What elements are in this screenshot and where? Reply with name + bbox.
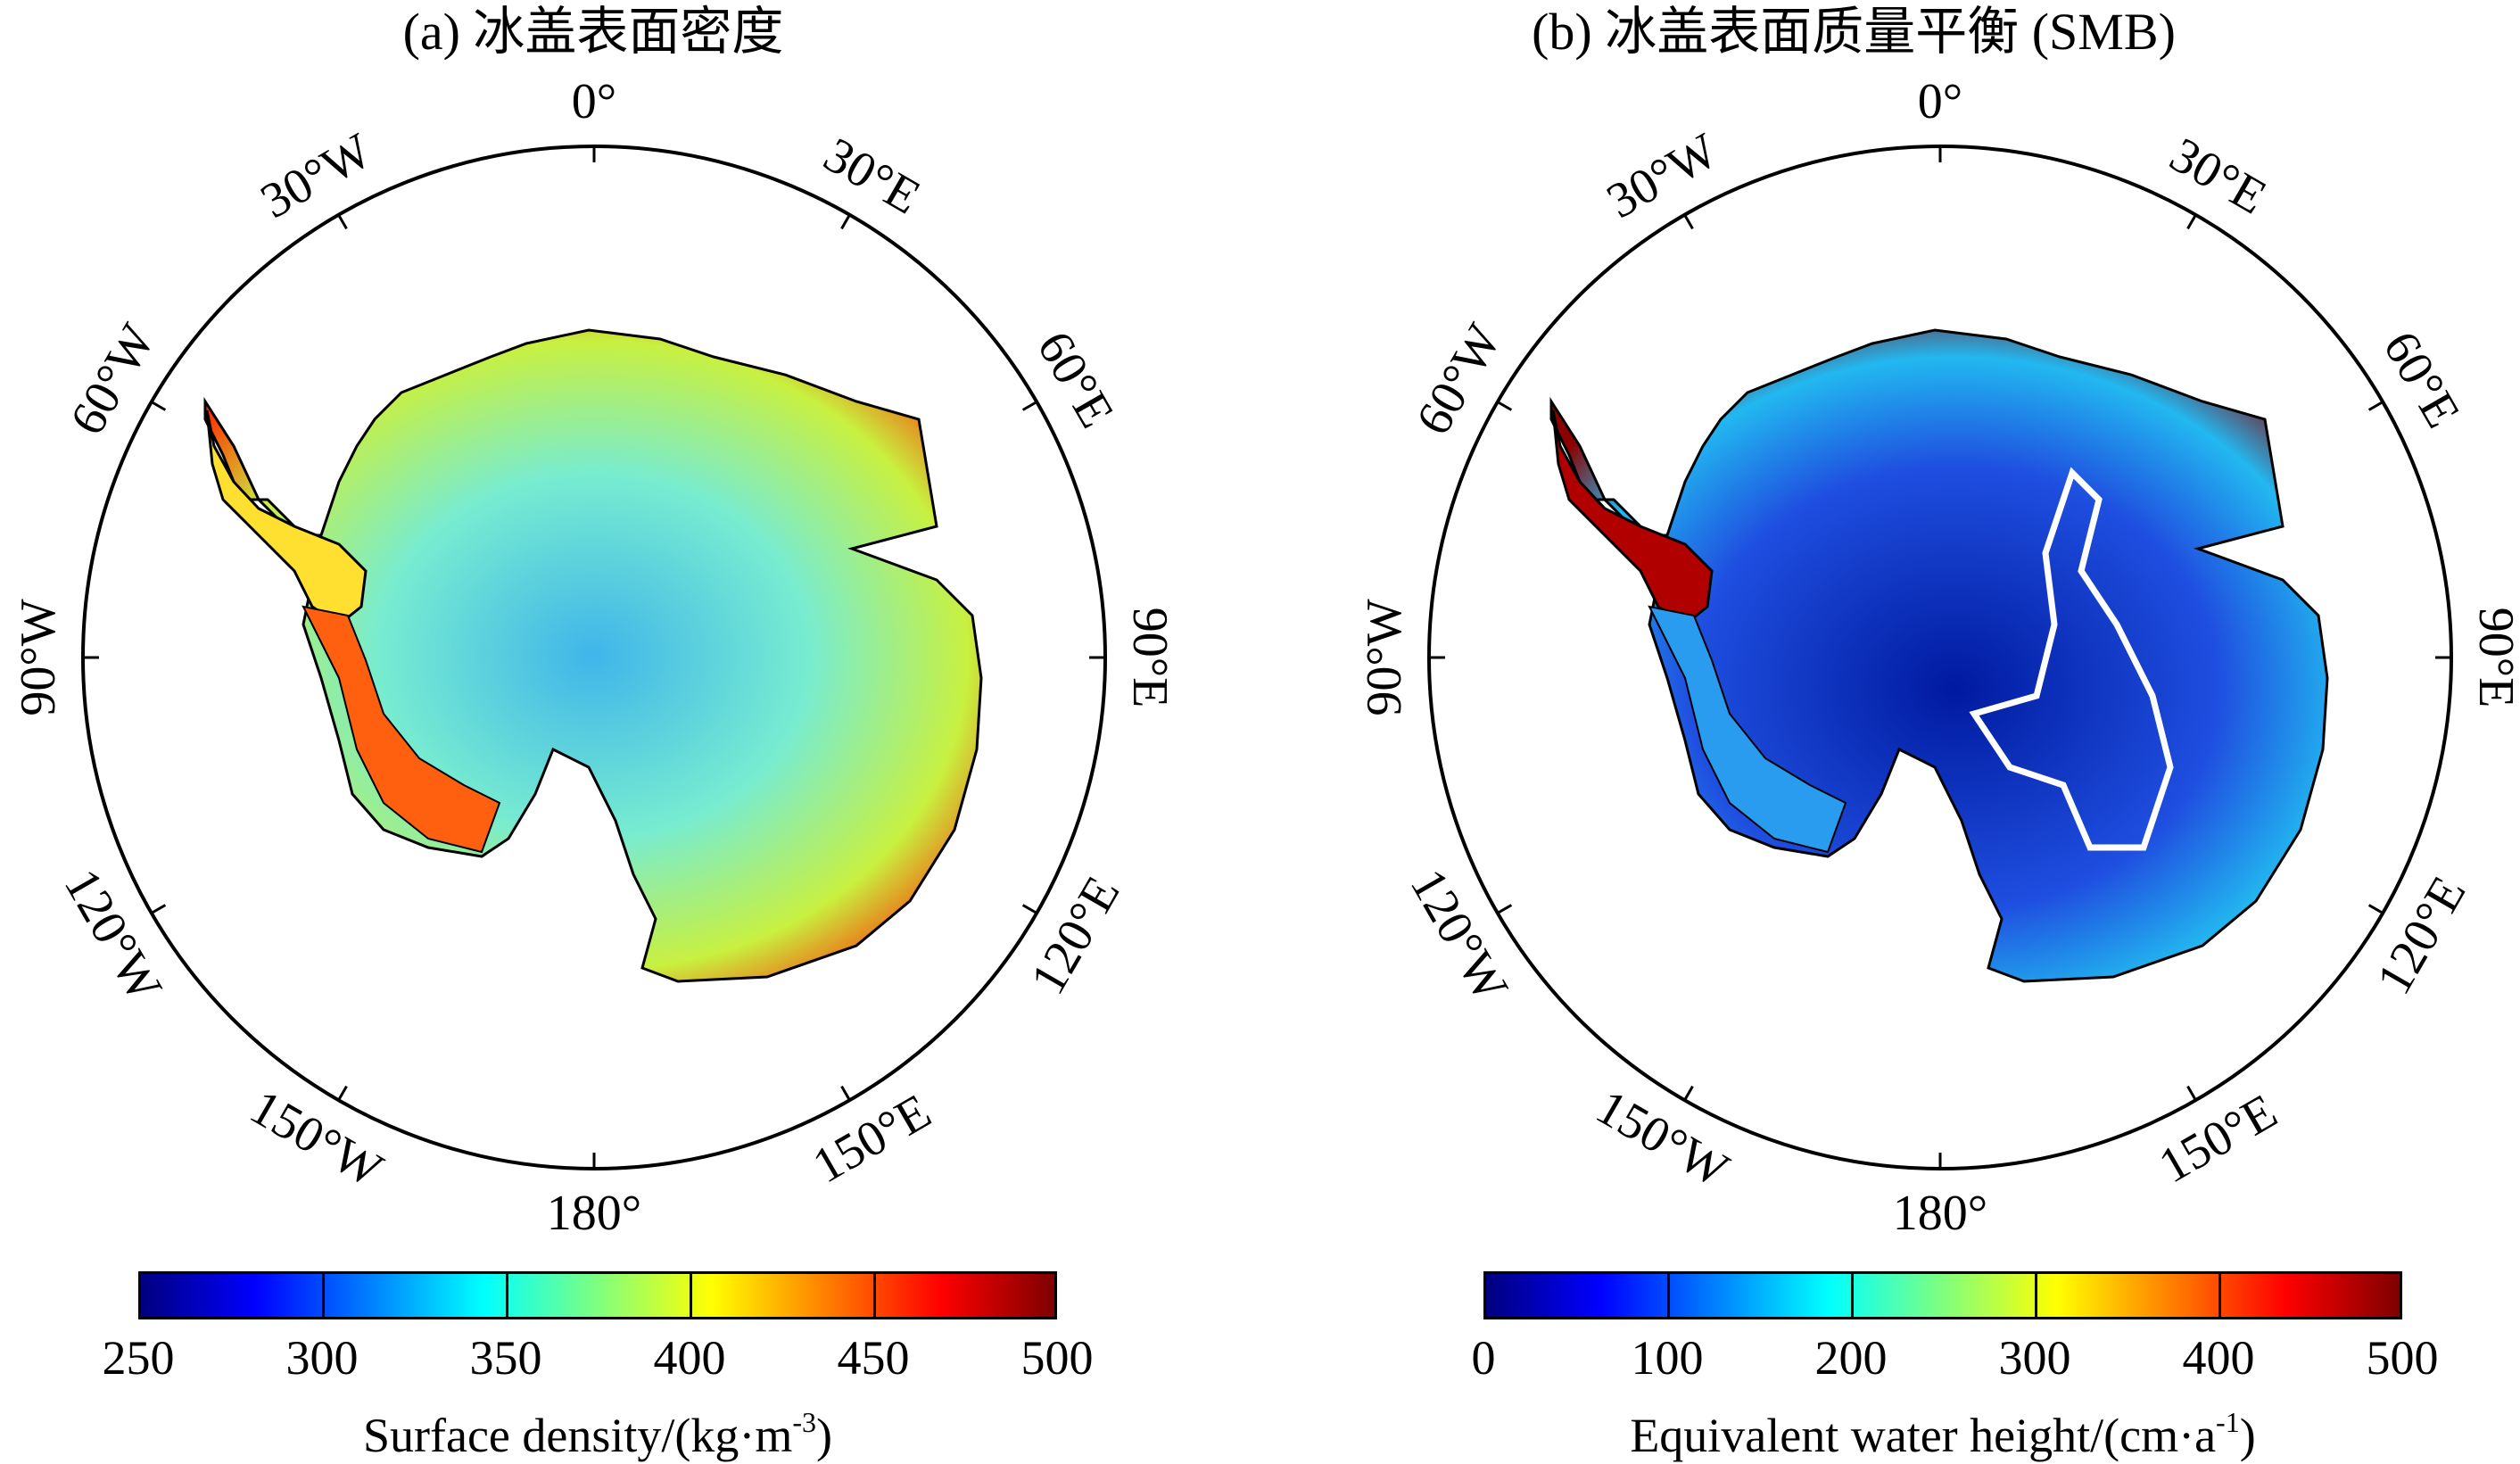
longitude-tick xyxy=(1683,214,1694,230)
longitude-label: 90°W xyxy=(11,599,66,715)
longitude-label: 30°E xyxy=(814,127,930,225)
longitude-tick xyxy=(1497,904,1513,914)
colorbar-tick: 400 xyxy=(2182,1331,2255,1385)
longitude-label: 30°W xyxy=(1598,123,1727,229)
colorbar-tick: 100 xyxy=(1631,1331,1704,1385)
antarctic-peninsula xyxy=(205,409,368,626)
longitude-label: 150°E xyxy=(2150,1084,2286,1195)
polar-map: 0° 30°E 60°E 90°E 120°E 150°E 180° 150°W 120°W 90… xyxy=(1357,74,2520,1241)
longitude-label: 60°W xyxy=(60,315,166,444)
antarctica-landmass xyxy=(1549,328,2329,983)
longitude-label: 150°E xyxy=(804,1084,940,1195)
longitude-tick xyxy=(2367,904,2384,914)
panel-title: (a) 冰盖表面密度 xyxy=(402,3,784,61)
colorbar-tick: 250 xyxy=(102,1331,175,1385)
panel-surface-mass-balance: (b) 冰盖表面质量平衡 (SMB) 0° 30°E 60°E 90°E 120°E 15… xyxy=(1260,0,2520,1462)
longitude-tick xyxy=(2186,1085,2197,1101)
longitude-tick xyxy=(1497,401,1513,411)
longitude-tick xyxy=(2367,401,2384,411)
longitude-tick xyxy=(1021,904,1037,914)
longitude-tick xyxy=(337,214,348,230)
longitude-label: 180° xyxy=(1893,1186,1987,1241)
colorbar-tick: 350 xyxy=(469,1331,542,1385)
colorbar xyxy=(138,1271,1057,1319)
longitude-label: 60°E xyxy=(1027,322,1125,437)
colorbar-tick: 450 xyxy=(837,1331,910,1385)
longitude-label: 60°E xyxy=(2373,322,2471,437)
longitude-label: 60°W xyxy=(1406,315,1512,444)
longitude-label: 150°W xyxy=(1587,1079,1738,1198)
longitude-tick xyxy=(151,401,167,411)
panel-surface-density: (a) 冰盖表面密度 0° 30°E 60°E 90°E 120°E 150°E 180° 1… xyxy=(0,0,1260,1462)
colorbar-tick: 300 xyxy=(285,1331,359,1385)
colorbar-tick: 500 xyxy=(1020,1331,1094,1385)
colorbar-tick: 400 xyxy=(653,1331,726,1385)
longitude-label: 0° xyxy=(572,74,616,129)
longitude-label: 120°E xyxy=(1020,867,1131,1004)
longitude-tick xyxy=(337,1085,348,1101)
longitude-label: 30°E xyxy=(2161,127,2276,225)
colorbar-tick: 200 xyxy=(1814,1331,1888,1385)
colorbar-label: Surface density/(kg·m-3) xyxy=(363,1406,832,1462)
colorbar-tick: 300 xyxy=(1998,1331,2071,1385)
interior-outline xyxy=(1969,467,2174,851)
longitude-tick xyxy=(1021,401,1037,411)
longitude-label: 90°W xyxy=(1357,599,1412,715)
longitude-tick xyxy=(840,214,851,230)
antarctica-landmass xyxy=(203,328,983,983)
longitude-label: 90°E xyxy=(1122,608,1177,708)
longitude-label: 120°W xyxy=(54,860,172,1011)
longitude-label: 120°E xyxy=(2367,867,2477,1004)
longitude-tick xyxy=(840,1085,851,1101)
colorbar-label: Equivalent water height/(cm·a-1) xyxy=(1630,1406,2256,1462)
west-antarctic-coast xyxy=(1648,605,1847,854)
longitude-tick xyxy=(2186,214,2197,230)
colorbar-tick-labels: 0 100 200 300 400 500 xyxy=(1472,1331,2439,1385)
antarctic-peninsula xyxy=(1551,409,1714,626)
longitude-label: 150°W xyxy=(241,1079,392,1198)
west-antarctic-coast xyxy=(302,605,501,854)
colorbar-tick: 500 xyxy=(2366,1331,2439,1385)
longitude-label: 30°W xyxy=(252,123,381,229)
colorbar-tick-labels: 250 300 350 400 450 500 xyxy=(103,1331,1094,1385)
polar-map: 0° 30°E 60°E 90°E 120°E 150°E 180° 150°W 120°W 90… xyxy=(11,74,1177,1241)
colorbar xyxy=(1483,1271,2402,1319)
panel-title: (b) 冰盖表面质量平衡 (SMB) xyxy=(1532,3,2176,61)
longitude-label: 0° xyxy=(1918,74,1962,129)
longitude-label: 120°W xyxy=(1400,860,1518,1011)
longitude-tick xyxy=(151,904,167,914)
longitude-tick xyxy=(1683,1085,1694,1101)
colorbar-tick: 0 xyxy=(1471,1331,1496,1385)
longitude-label: 90°E xyxy=(2468,608,2520,708)
longitude-label: 180° xyxy=(547,1186,641,1241)
